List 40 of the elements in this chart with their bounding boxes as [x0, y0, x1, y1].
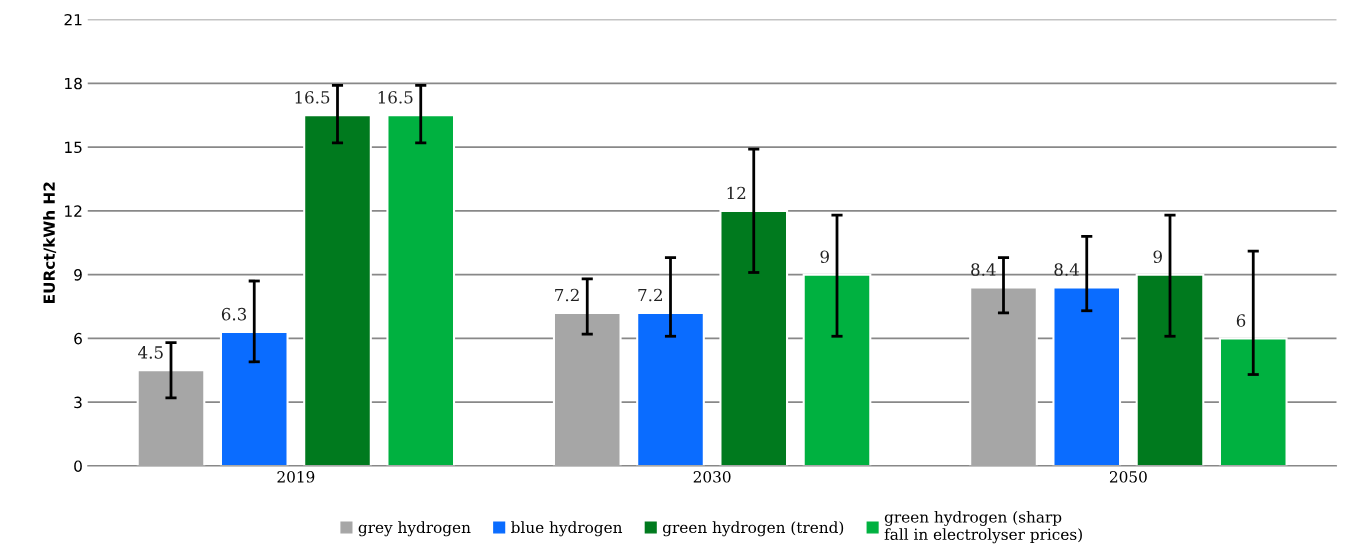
bar: [969, 286, 1038, 466]
legend-label: green hydrogen (sharp fall in electrolyser prices): [884, 510, 1082, 544]
data-label: 9: [820, 250, 829, 264]
bar: [136, 369, 206, 466]
y-tick-label: 12: [65, 205, 82, 217]
y-tick-label: 21: [64, 14, 82, 26]
y-axis-title: EURct/kWh H2: [43, 182, 57, 303]
y-tick-label: 6: [74, 332, 82, 345]
data-label: 16.5: [378, 91, 413, 104]
x-tick-label: 2019: [277, 471, 315, 483]
y-tick-label: 3: [74, 396, 82, 409]
data-label: 7.2: [555, 288, 579, 302]
data-label: 9: [1153, 250, 1162, 264]
legend-label: blue hydrogen: [511, 521, 623, 537]
bar: [802, 273, 872, 466]
legend-label: green hydrogen (trend): [662, 521, 844, 537]
x-tick-label: 2050: [1109, 471, 1147, 483]
bar: [303, 114, 372, 466]
bar: [1218, 337, 1288, 466]
data-label: 8.4: [1054, 263, 1079, 276]
x-tick-label: 2030: [693, 471, 731, 483]
bar: [719, 209, 789, 466]
legend-label: grey hydrogen: [358, 521, 471, 537]
bar: [1052, 286, 1122, 466]
data-label: 12: [727, 186, 746, 200]
data-label: 16.5: [295, 91, 330, 104]
data-label: 6.3: [221, 307, 247, 321]
bar: [386, 114, 456, 466]
data-label: 7.2: [638, 288, 662, 302]
data-label: 4.5: [138, 346, 163, 359]
y-tick-label: 9: [74, 269, 82, 281]
bar: [636, 311, 705, 466]
y-tick-label: 0: [74, 460, 82, 472]
data-label: 8.4: [971, 263, 996, 276]
y-tick-label: 18: [65, 77, 82, 90]
bar: [1135, 273, 1205, 466]
bar: [552, 311, 622, 466]
data-label: 6: [1236, 314, 1246, 327]
y-tick-label: 15: [65, 141, 82, 154]
bar: [219, 330, 289, 466]
